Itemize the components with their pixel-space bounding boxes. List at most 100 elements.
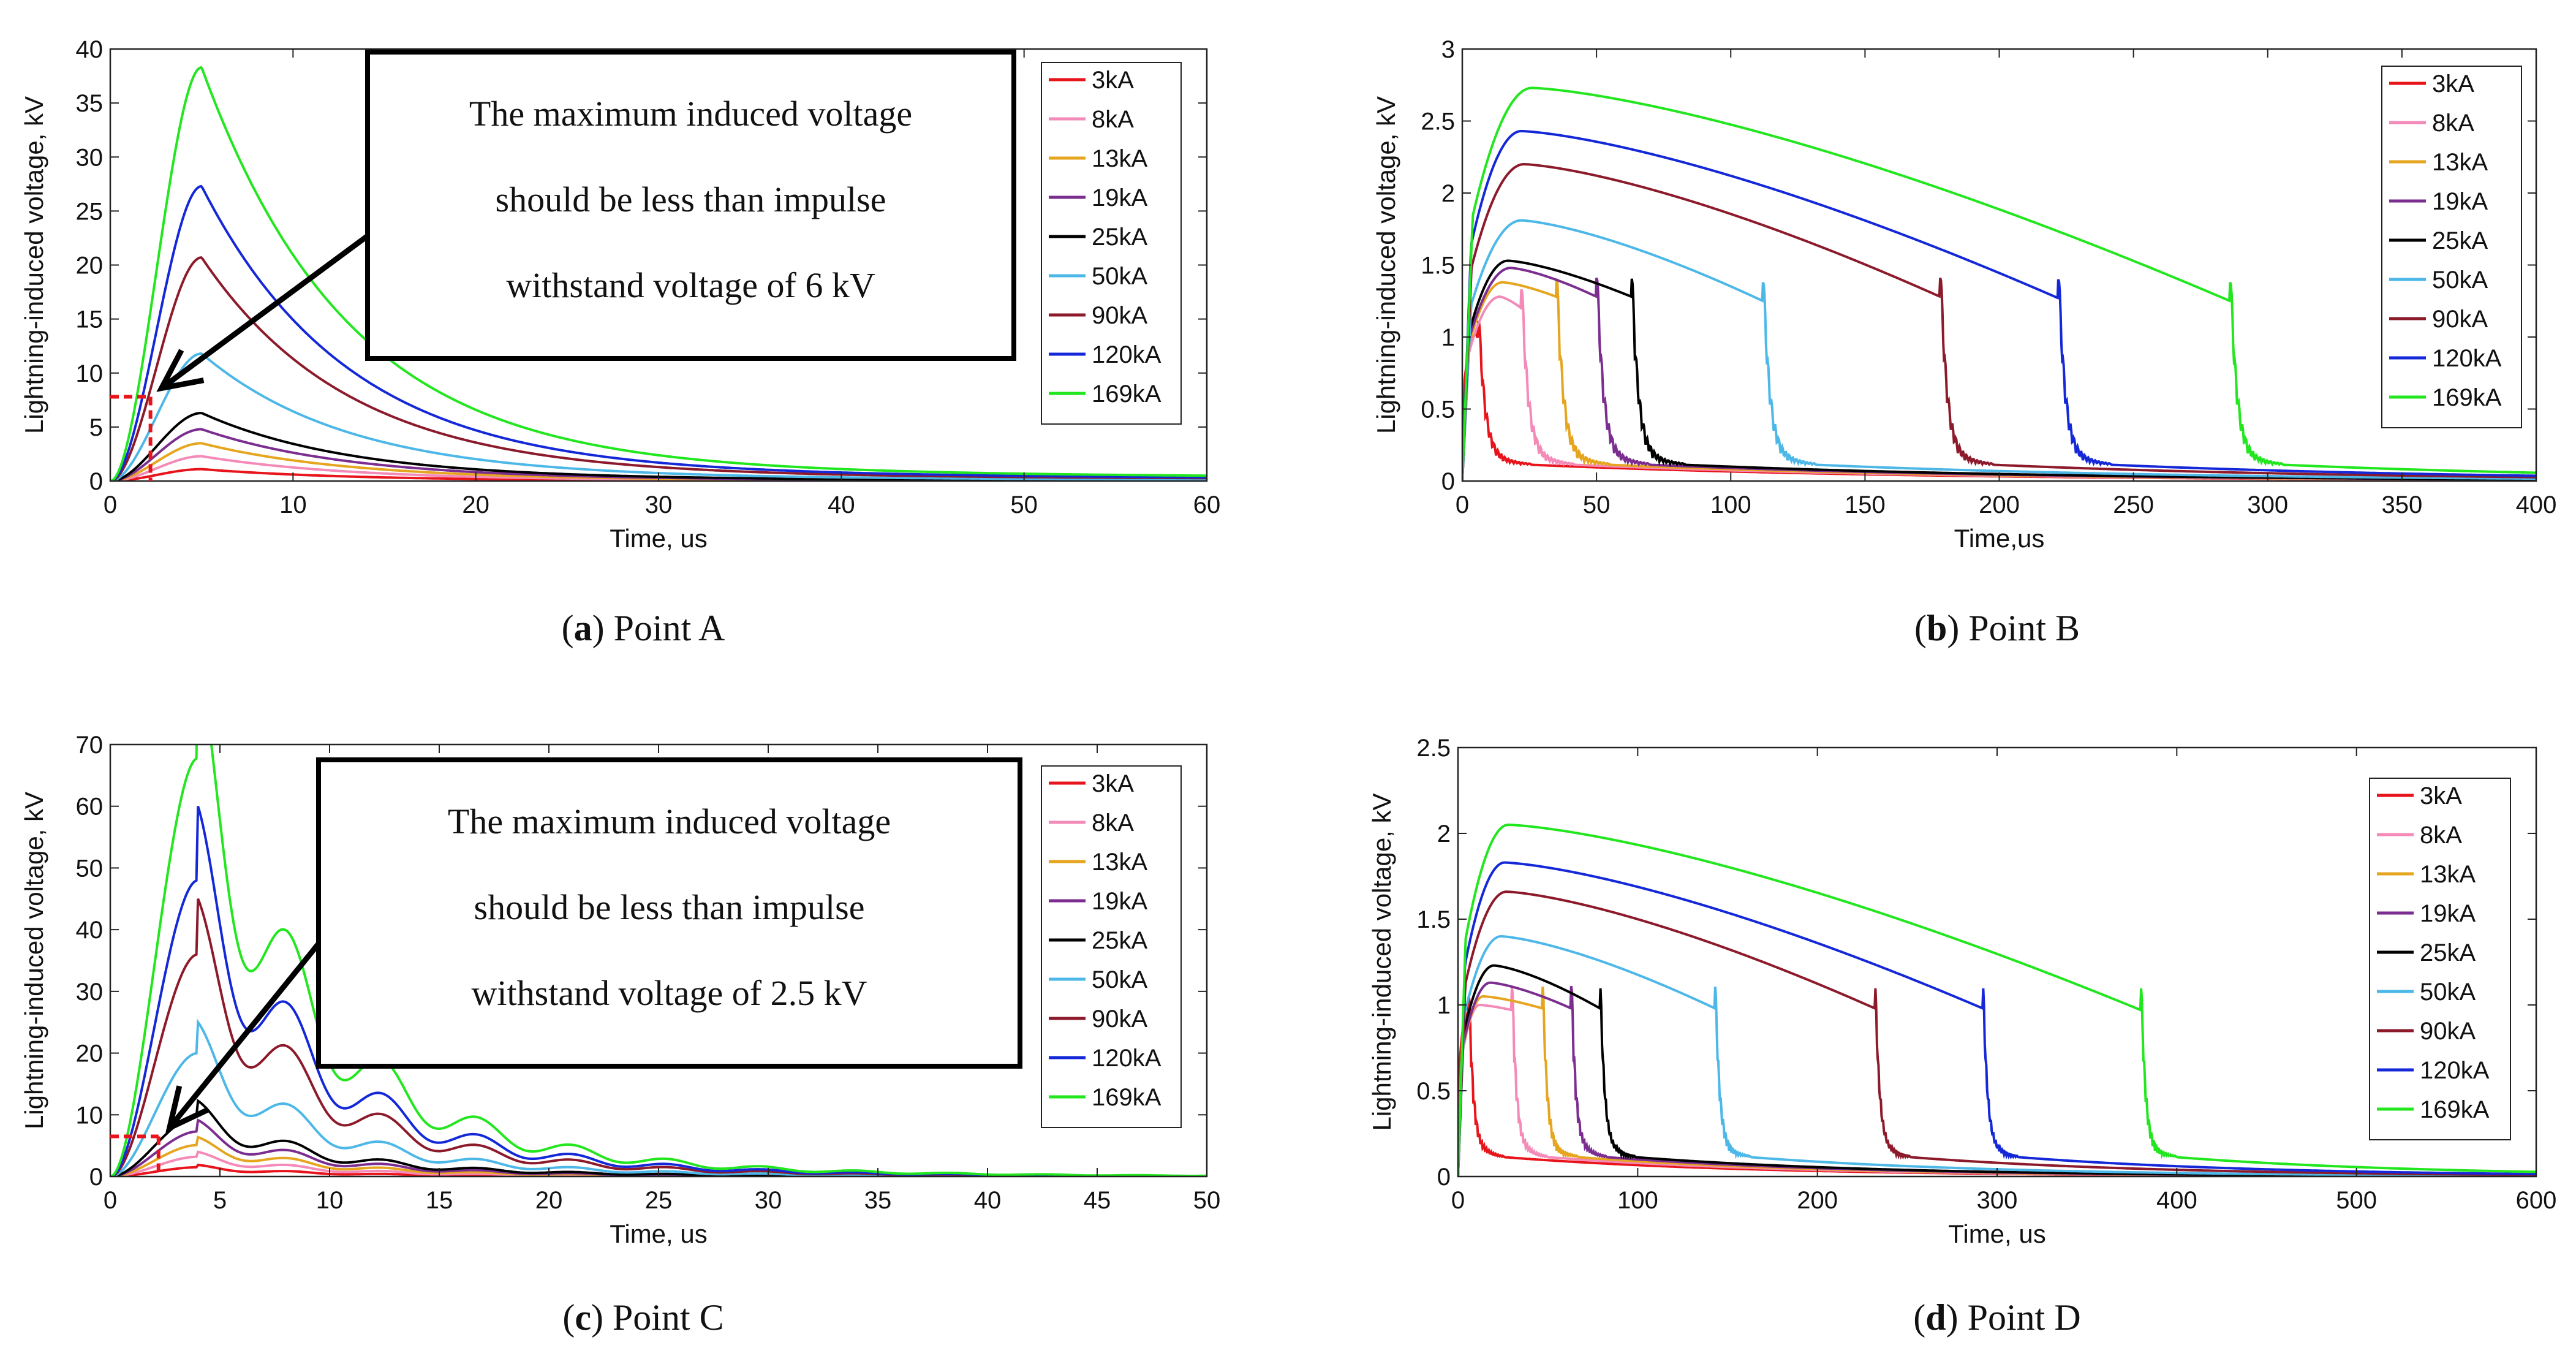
y-tick-label: 0.5 <box>1421 396 1455 423</box>
series-line-169kA <box>110 745 1207 1177</box>
plot-area <box>1462 49 2536 481</box>
legend: 3kA 8kA 13kA 19kA 25kA 50kA 90kA 120kA 169kA <box>2381 66 2522 428</box>
axis-ticks: 0 5 10 15 20 25 30 35 40 45 50 0 10 20 30 40 50 60 70 <box>76 732 1221 1214</box>
annotation-arrow-head <box>156 349 205 392</box>
legend-label-3kA: 3kA <box>1092 67 1134 94</box>
x-tick-label: 15 <box>426 1187 453 1214</box>
panel-caption: (b) Point B <box>1914 608 2080 648</box>
axis-ticks: 0 50 100 150 200 250 300 350 400 0 0.5 1 1.5 2 2.5 3 <box>1421 36 2556 518</box>
x-tick-label: 50 <box>1193 1187 1221 1214</box>
legend-label-25kA: 25kA <box>2420 939 2476 966</box>
legend-label-90kA: 90kA <box>1092 302 1147 329</box>
y-tick-label: 1 <box>1437 992 1451 1019</box>
legend-label-120kA: 120kA <box>2420 1057 2490 1084</box>
legend-label-8kA: 8kA <box>1092 106 1134 133</box>
x-tick-label: 20 <box>462 491 489 518</box>
x-tick-label: 50 <box>1010 491 1038 518</box>
y-tick-label: 2 <box>1437 821 1451 847</box>
x-tick-label: 400 <box>2516 491 2557 518</box>
legend: 3kA 8kA 13kA 19kA 25kA 50kA 90kA 120kA 169kA <box>1041 62 1182 425</box>
x-tick-label: 200 <box>1979 491 2020 518</box>
axis-ticks: 0 100 200 300 400 500 600 0 0.5 1 1.5 2 2.5 <box>1416 735 2556 1214</box>
x-tick-label: 0 <box>1451 1187 1465 1214</box>
annotation-text: The maximum induced voltage <box>448 802 891 841</box>
x-tick-label: 100 <box>1617 1187 1658 1214</box>
y-tick-label: 15 <box>76 306 104 333</box>
legend-label-25kA: 25kA <box>1092 224 1147 251</box>
legend-box <box>1041 765 1182 1128</box>
plot-area <box>1458 748 2536 1177</box>
legend-label-8kA: 8kA <box>1092 809 1134 836</box>
x-tick-label: 60 <box>1193 491 1221 518</box>
legend-label-120kA: 120kA <box>2432 345 2502 372</box>
legend-label-19kA: 19kA <box>1092 888 1147 915</box>
chart-panel-b: 0 50 100 150 200 250 300 350 400 0 0.5 1 1.5 2 2.5 3 Tim… <box>1372 36 2556 648</box>
y-tick-label: 40 <box>76 36 104 63</box>
legend: 3kA 8kA 13kA 19kA 25kA 50kA 90kA 120kA 169kA <box>2369 778 2511 1140</box>
y-tick-label: 0 <box>1437 1164 1451 1191</box>
y-tick-label: 3 <box>1441 36 1455 63</box>
x-tick-label: 150 <box>1845 491 1886 518</box>
panel-caption: (a) Point A <box>562 608 725 648</box>
x-tick-label: 350 <box>2382 491 2423 518</box>
x-tick-label: 0 <box>1456 491 1469 518</box>
series-line-169kA <box>1462 86 2536 481</box>
x-axis-label: Time, us <box>610 524 707 553</box>
y-tick-label: 30 <box>76 979 104 1006</box>
y-tick-label: 35 <box>76 90 104 117</box>
x-tick-label: 100 <box>1710 491 1751 518</box>
legend-label-3kA: 3kA <box>2432 70 2474 97</box>
legend-label-19kA: 19kA <box>2420 900 2476 927</box>
legend-label-50kA: 50kA <box>2432 267 2488 294</box>
y-tick-label: 10 <box>76 360 104 387</box>
legend-label-169kA: 169kA <box>2420 1096 2490 1123</box>
legend-label-8kA: 8kA <box>2420 822 2462 849</box>
annotation-text: withstand voltage of 6 kV <box>506 265 875 305</box>
series-line-169kA <box>1458 824 2536 1177</box>
legend-label-169kA: 169kA <box>1092 1084 1161 1111</box>
annotation-arrow-line <box>159 233 369 391</box>
x-tick-label: 0 <box>104 491 117 518</box>
panel-caption: (d) Point D <box>1913 1297 2080 1338</box>
y-axis-label: Lightning-induced voltage, kV <box>20 792 48 1129</box>
y-tick-label: 2.5 <box>1421 108 1455 135</box>
legend-label-3kA: 3kA <box>2420 783 2462 809</box>
x-axis-label: Time,us <box>1954 524 2045 553</box>
x-tick-label: 40 <box>828 491 855 518</box>
legend-label-19kA: 19kA <box>1092 184 1147 211</box>
x-tick-label: 35 <box>864 1187 892 1214</box>
x-tick-label: 500 <box>2336 1187 2377 1214</box>
y-axis-label: Lightning-induced voltage, kV <box>1372 96 1400 434</box>
annotation-text: should be less than impulse <box>496 180 886 219</box>
legend-label-50kA: 50kA <box>2420 979 2476 1006</box>
legend-label-25kA: 25kA <box>1092 927 1147 954</box>
y-tick-label: 1 <box>1441 324 1455 351</box>
annotation-arrow-head <box>165 1085 210 1133</box>
legend-box <box>2369 778 2511 1140</box>
legend-label-90kA: 90kA <box>2420 1018 2476 1045</box>
x-tick-label: 20 <box>535 1187 563 1214</box>
y-tick-label: 2 <box>1441 180 1455 207</box>
chart-panel-a: 0 10 20 30 40 50 60 0 5 10 15 20 25 30 35 40 Time, us Lig… <box>20 36 1220 648</box>
x-tick-label: 200 <box>1797 1187 1838 1214</box>
y-tick-label: 50 <box>76 855 104 882</box>
y-tick-label: 0 <box>89 468 103 495</box>
y-tick-label: 0 <box>89 1164 103 1191</box>
legend-label-13kA: 13kA <box>1092 849 1147 876</box>
series-line-90kA <box>1462 163 2536 481</box>
y-tick-label: 30 <box>76 144 104 171</box>
y-tick-label: 10 <box>76 1102 104 1129</box>
legend-label-120kA: 120kA <box>1092 1045 1161 1072</box>
x-tick-label: 45 <box>1084 1187 1111 1214</box>
annotation: The maximum induced voltage should be les… <box>110 757 1022 1177</box>
legend-label-169kA: 169kA <box>1092 381 1161 407</box>
y-tick-label: 20 <box>76 1040 104 1067</box>
y-axis-label: Lightning-induced voltage, kV <box>1367 793 1396 1131</box>
series-line-50kA <box>1462 219 2536 481</box>
x-tick-label: 10 <box>316 1187 344 1214</box>
y-tick-label: 0 <box>1441 468 1455 495</box>
x-tick-label: 600 <box>2516 1187 2557 1214</box>
y-tick-label: 20 <box>76 252 104 279</box>
annotation-box <box>365 50 1016 361</box>
